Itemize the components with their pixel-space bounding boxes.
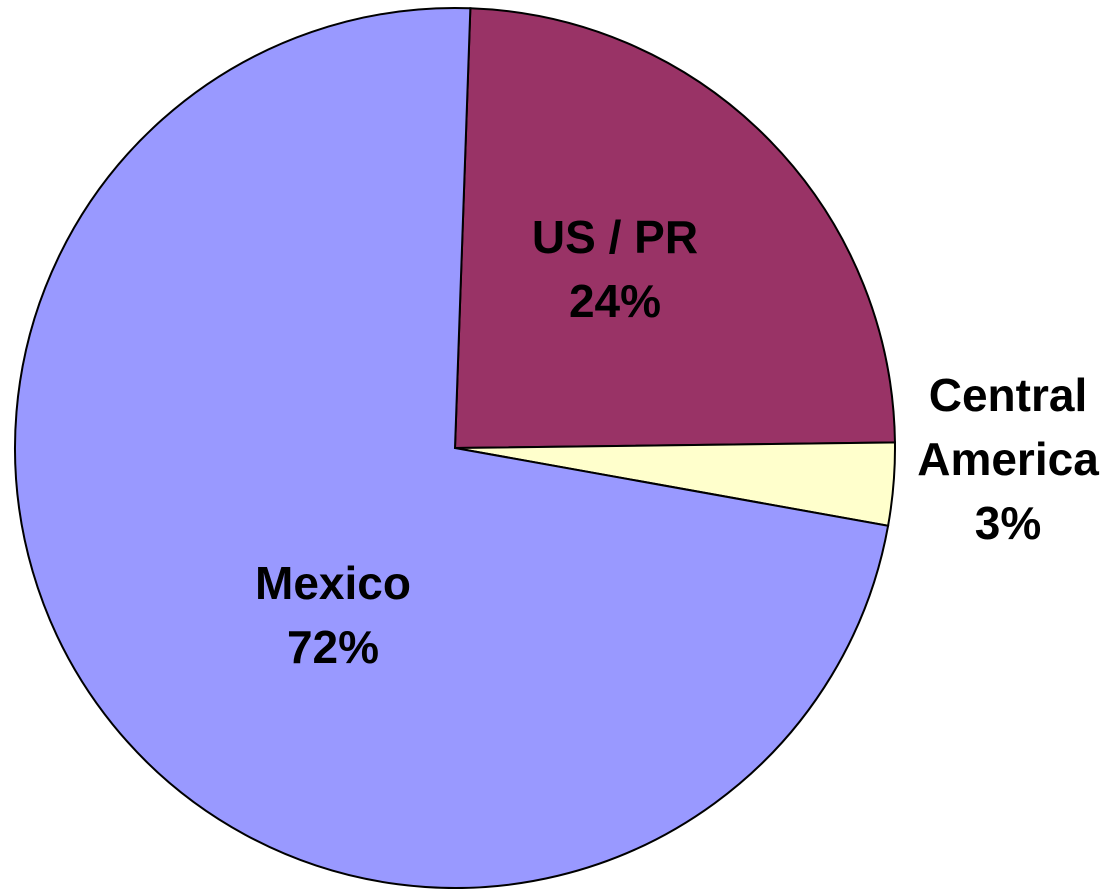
value-label: 24%	[568, 275, 662, 327]
slice-label: Central America 3%	[908, 363, 1108, 555]
value-label: 72%	[286, 621, 380, 673]
pie-slice	[453, 7, 896, 450]
category-label: US / PR	[531, 211, 699, 263]
category-label: Central America	[917, 369, 1099, 485]
slice-label: Mexico 72%	[255, 551, 411, 679]
value-label: 3%	[974, 497, 1042, 549]
slice-label: US / PR 24%	[532, 205, 698, 333]
category-label: Mexico	[255, 557, 411, 609]
pie-slice	[14, 7, 890, 889]
